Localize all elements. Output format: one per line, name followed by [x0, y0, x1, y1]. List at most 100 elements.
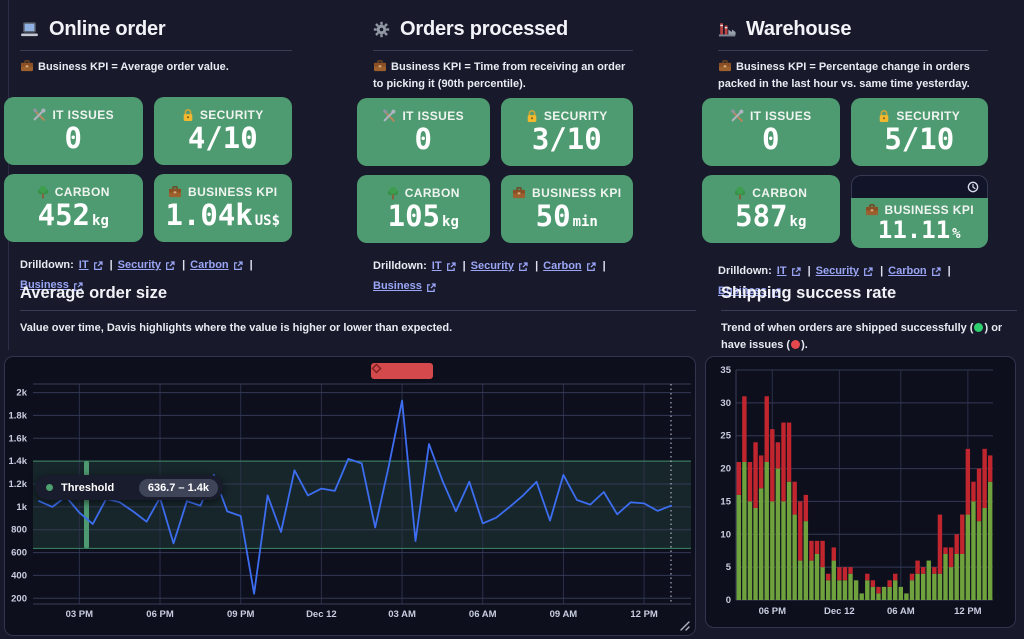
drilldown-link-business[interactable]: Business [373, 280, 422, 293]
drilldown-link-it[interactable]: IT [431, 260, 442, 272]
external-link-icon [518, 262, 528, 272]
svg-text:35: 35 [720, 365, 731, 376]
external-link-icon [771, 287, 781, 298]
tile-value-number: 452 [37, 198, 91, 233]
tile-carbon[interactable]: CARBON 105 kg [357, 175, 490, 243]
business-kpi-note: Business KPI = Percentage change in orde… [718, 58, 988, 92]
section-warehouse: Warehouse Business KPI = Percentage chang… [702, 14, 988, 302]
tile-label: BUSINESS KPI [168, 185, 278, 199]
drilldown-link-security[interactable]: Security [815, 265, 860, 277]
tile-unit: min [572, 214, 598, 231]
svg-text:10: 10 [720, 529, 731, 540]
section-title: Online order [49, 17, 166, 40]
tile-carbon[interactable]: CARBON 452 kg [4, 174, 143, 242]
section-header: Orders processed [357, 14, 633, 44]
external-link-icon [233, 261, 243, 271]
external-link-icon [426, 282, 436, 293]
drilldown-separator: | [880, 265, 884, 277]
svg-text:600: 600 [11, 548, 27, 559]
drilldown-link-business[interactable]: Business [718, 285, 767, 298]
svg-text:Dec 12: Dec 12 [824, 606, 855, 617]
tile-value: 3/10 [532, 124, 602, 155]
chart-subtitle: Value over time, Davis highlights where … [20, 322, 453, 334]
factory-icon [718, 22, 736, 37]
svg-text:15: 15 [720, 496, 731, 507]
tile-value-number: 1.04k [165, 198, 253, 233]
average-order-size-chart[interactable]: 03 PM 06 PM 09 PM Dec 12 03 AM 06 AM 09 AM 12 P… [4, 356, 696, 636]
tile-business-kpi[interactable]: BUSINESS KPI 11.11% [850, 198, 988, 248]
briefcase-icon [865, 204, 879, 216]
tile-business-kpi[interactable]: BUSINESS KPI 1.04k US$ [153, 174, 292, 242]
svg-text:1.6k: 1.6k [9, 433, 28, 444]
business-kpi-note: Business KPI = Average order value. [20, 58, 292, 91]
bar-chart-plot[interactable]: 06 PM Dec 12 06 AM 12 PM 0 5 10 15 20 25 30 35 [706, 357, 1017, 629]
section-online-order: Online order Business KPI = Average order… [4, 14, 292, 296]
tile-grid: IT ISSUES 0 SECURITY 4/10 CARBON 452 kg BUSINES… [4, 97, 292, 242]
svg-text:Dec 12: Dec 12 [306, 609, 337, 620]
tile-unit: % [952, 225, 961, 242]
resize-handle-icon[interactable] [677, 618, 690, 631]
tile-label: CARBON [734, 186, 807, 200]
tile-toolbar[interactable] [850, 175, 988, 198]
drilldown-link-security[interactable]: Security [470, 260, 515, 272]
anomaly-marker-icon[interactable] [371, 363, 434, 379]
tools-icon [382, 109, 396, 123]
svg-text:200: 200 [11, 593, 27, 604]
drilldown-link-carbon[interactable]: Carbon [543, 260, 582, 272]
drilldown-link-business[interactable]: Business [20, 279, 69, 292]
briefcase-icon [512, 187, 526, 199]
clock-icon [967, 181, 979, 193]
drilldown: Drilldown: IT | Security | Carbon | Business [373, 256, 625, 297]
tile-it-issues[interactable]: IT ISSUES 0 [702, 98, 840, 166]
business-kpi-note-text: Business KPI = Time from receiving an or… [373, 61, 626, 90]
tile-security[interactable]: SECURITY 3/10 [500, 98, 633, 166]
business-kpi-note-text: Business KPI = Percentage change in orde… [718, 61, 970, 90]
tile-grid: IT ISSUES 0 SECURITY 5/10 CARBON 587 kg BUSINES… [702, 98, 988, 248]
tile-value: 0 [65, 123, 82, 154]
drilldown-link-it[interactable]: IT [78, 259, 89, 271]
svg-text:800: 800 [11, 525, 27, 536]
drilldown-link-carbon[interactable]: Carbon [190, 259, 229, 271]
tile-carbon[interactable]: CARBON 587 kg [702, 175, 840, 243]
drilldown-link-security[interactable]: Security [117, 259, 162, 271]
tile-label-text: SECURITY [199, 108, 264, 123]
svg-text:12 PM: 12 PM [954, 606, 982, 617]
external-link-icon [863, 267, 873, 277]
drilldown-label: Drilldown: [373, 260, 427, 272]
shipping-success-rate-chart[interactable]: 06 PM Dec 12 06 AM 12 PM 0 5 10 15 20 25 30 35 [705, 356, 1016, 628]
divider [721, 310, 1017, 311]
drilldown-link-it[interactable]: IT [776, 265, 787, 277]
drilldown-separator: | [535, 260, 539, 272]
external-link-icon [93, 261, 103, 271]
tile-value-number: 0 [414, 122, 432, 157]
tile-label: IT ISSUES [730, 109, 812, 123]
external-link-icon [791, 267, 801, 277]
laptop-icon [20, 21, 39, 37]
tile-it-issues[interactable]: IT ISSUES 0 [4, 97, 143, 165]
tile-value-number: 50 [535, 199, 571, 234]
tile-security[interactable]: SECURITY 5/10 [850, 98, 988, 166]
drilldown-separator: | [947, 265, 951, 277]
tile-label-text: SECURITY [543, 109, 608, 124]
threshold-dot-icon [46, 484, 53, 491]
shipping-success-rate-header: Shipping success rate Trend of when orde… [705, 284, 1017, 354]
svg-text:20: 20 [720, 464, 731, 475]
tile-it-issues[interactable]: IT ISSUES 0 [357, 98, 490, 166]
tile-unit: US$ [254, 213, 281, 230]
section-title: Warehouse [746, 17, 852, 40]
tile-security[interactable]: SECURITY 4/10 [153, 97, 292, 165]
svg-text:1.4k: 1.4k [9, 456, 28, 467]
tile-business-kpi[interactable]: BUSINESS KPI 50 min [500, 175, 633, 243]
tile-value-number: 105 [387, 199, 441, 234]
divider [718, 50, 988, 51]
tile-value: 4/10 [188, 123, 258, 154]
drilldown-separator: | [109, 259, 113, 271]
drilldown-link-carbon[interactable]: Carbon [888, 265, 927, 277]
external-link-icon [165, 261, 175, 271]
tile-value: 587 kg [735, 201, 806, 232]
tile-label: BUSINESS KPI [512, 186, 622, 200]
business-kpi-note: Business KPI = Time from receiving an or… [373, 58, 633, 92]
tile-value-number: 11.11 [877, 215, 951, 244]
svg-text:1k: 1k [16, 502, 27, 513]
